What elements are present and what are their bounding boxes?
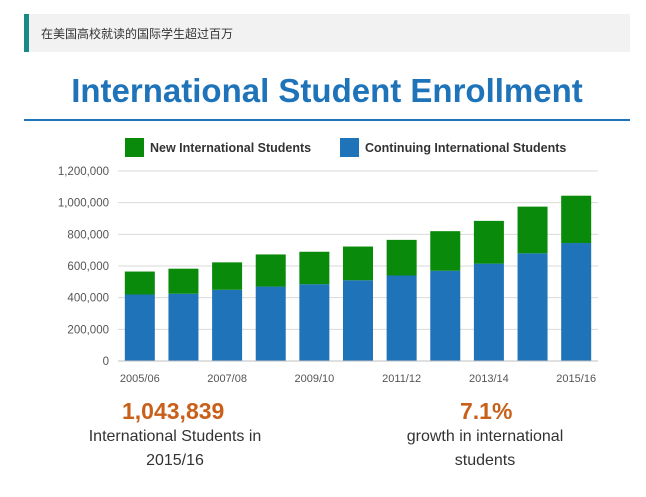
bar-continuing: [299, 284, 330, 361]
bar-continuing: [212, 289, 243, 361]
bar-continuing: [473, 263, 504, 361]
bar-continuing: [124, 294, 155, 361]
bar-continuing: [168, 293, 199, 361]
y-tick-label: 0: [103, 356, 109, 368]
y-tick-label: 800,000: [67, 229, 109, 241]
x-tick-label: 2005/06: [120, 373, 160, 385]
x-tick-label: 2007/08: [207, 373, 247, 385]
y-tick-label: 400,000: [67, 293, 109, 305]
bar-new: [386, 239, 417, 276]
stat-growth-caption-line-1: growth in international: [406, 428, 564, 445]
y-tick-label: 600,000: [67, 261, 109, 273]
bar-new: [517, 206, 548, 254]
y-tick-label: 1,200,000: [58, 166, 109, 178]
x-tick-label: 2015/16: [556, 373, 596, 385]
x-tick-label: 2011/12: [382, 373, 421, 385]
stat-growth-caption-line-2: students: [454, 452, 516, 469]
bar-new: [168, 268, 199, 294]
title-divider: [24, 119, 630, 121]
bar-new: [255, 254, 286, 287]
stat-growth-value: 7.1%: [460, 398, 513, 424]
bar-new: [124, 271, 155, 295]
bar-continuing: [561, 243, 592, 361]
header-text: 在美国高校就读的国际学生超过百万: [41, 27, 234, 41]
bar-continuing: [255, 286, 286, 361]
bar-new: [343, 246, 373, 281]
y-tick-label: 200,000: [67, 324, 109, 336]
bar-new: [299, 251, 330, 285]
legend-swatch: [340, 138, 359, 157]
header-accent: [24, 14, 29, 52]
header-bar: 在美国高校就读的国际学生超过百万: [24, 14, 630, 52]
bar-continuing: [386, 275, 417, 361]
x-tick-label: 2013/14: [469, 373, 509, 385]
chart-title: International Student Enrollment: [71, 72, 583, 109]
enrollment-chart: 0 200,000 400,000 600,000 800,000 1,000,000 1,…: [58, 138, 598, 385]
x-tick-label: 2009/10: [294, 373, 334, 385]
stat-total-value: 1,043,839: [122, 398, 225, 424]
stat-total-caption: International Students in 2015/16: [60, 425, 290, 473]
bar-continuing: [517, 253, 548, 361]
stat-total-caption-line-1: International Students in: [88, 428, 262, 445]
legend-swatch: [125, 138, 144, 157]
bar-new: [430, 231, 461, 271]
stat-growth-caption: growth in international students: [375, 425, 595, 473]
legend-label: Continuing International Students: [365, 141, 566, 155]
y-tick-label: 1,000,000: [58, 198, 109, 210]
legend-label: New International Students: [150, 141, 311, 155]
bar-new: [212, 262, 243, 290]
bar-new: [561, 195, 592, 244]
stat-total-caption-line-2: 2015/16: [146, 452, 204, 469]
bar-new: [473, 220, 504, 264]
bar-continuing: [343, 280, 373, 361]
bar-continuing: [430, 270, 461, 361]
